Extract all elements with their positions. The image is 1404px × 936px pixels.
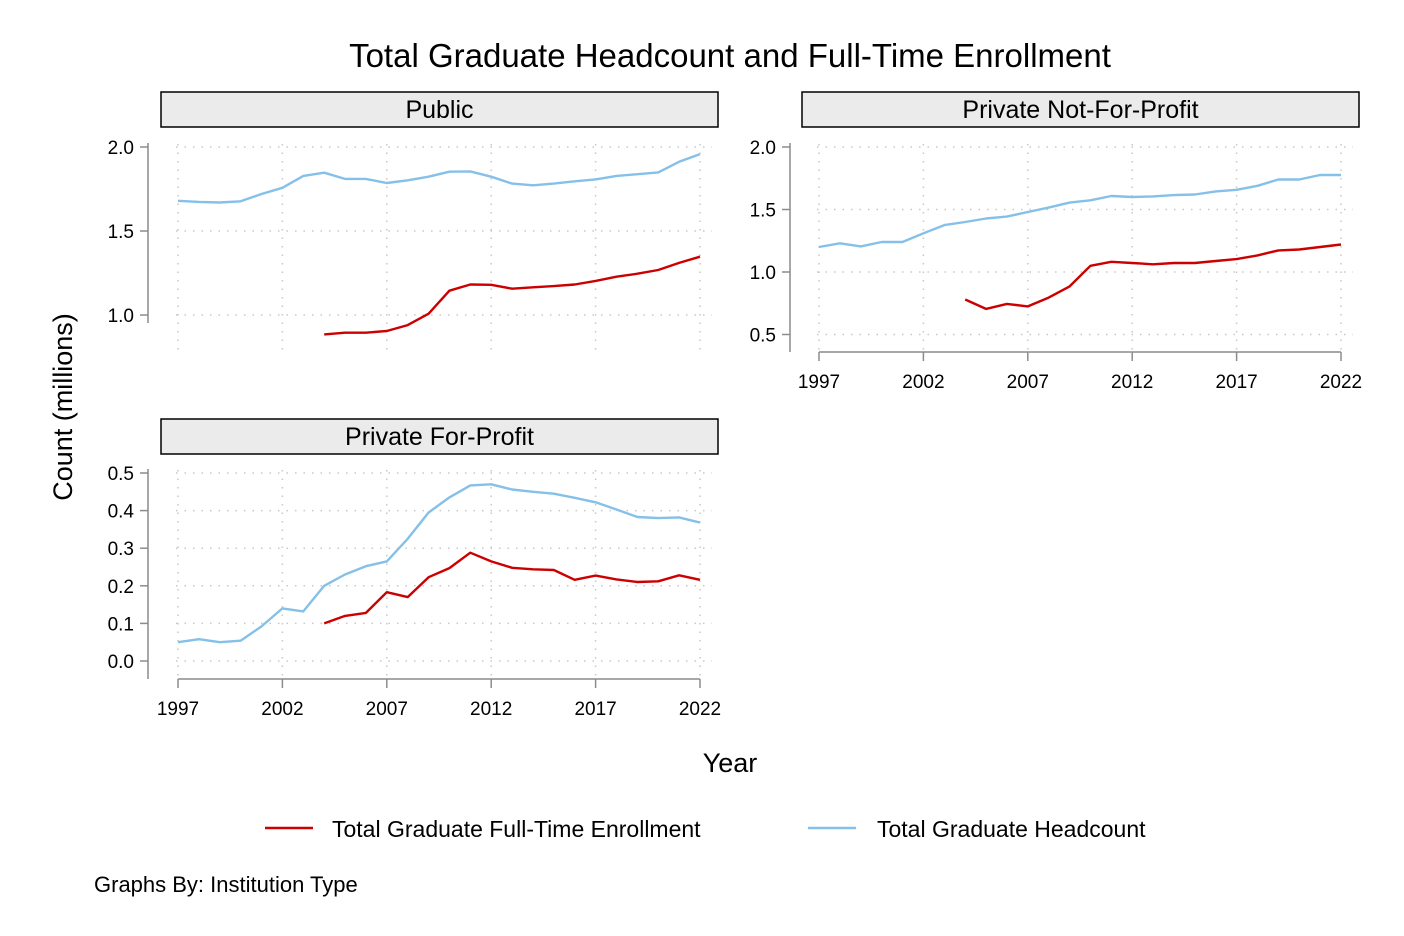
headcount-line: [818, 173, 1341, 249]
headcount-line: [177, 152, 701, 204]
full-time-line: [964, 243, 1342, 311]
y-tick-label: 0.5: [108, 464, 134, 485]
legend-label-full-time: Total Graduate Full-Time Enrollment: [332, 816, 701, 842]
y-tick-label: 1.0: [108, 306, 134, 327]
panel-title: Public: [405, 96, 473, 124]
x-tick-label: 2012: [470, 699, 512, 720]
y-tick-label: 0.2: [108, 577, 134, 598]
y-tick-label: 0.4: [108, 502, 135, 523]
x-tick-label: 2007: [366, 699, 408, 720]
y-tick-label: 1.5: [750, 201, 776, 222]
y-tick-label: 1.5: [108, 222, 134, 243]
y-axis-label: Count (millions): [48, 313, 78, 501]
y-tick-label: 1.0: [750, 263, 776, 284]
panel-title: Private For-Profit: [345, 423, 534, 451]
x-tick-label: 2012: [1111, 372, 1153, 393]
legend-label-headcount: Total Graduate Headcount: [877, 816, 1146, 842]
panel-1: Public 1.0 1.5 2.0: [108, 91, 719, 352]
x-axis-label: Year: [703, 748, 758, 778]
legend: Total Graduate Full-Time Enrollment Tota…: [265, 816, 1146, 842]
graphs-by-note: Graphs By: Institution Type: [94, 872, 358, 897]
y-tick-label: 2.0: [750, 138, 776, 159]
y-tick-label: 0.0: [108, 652, 134, 673]
panel-strip: [160, 418, 719, 455]
x-tick-label: 1997: [157, 699, 199, 720]
y-tick-label: 0.3: [108, 539, 134, 560]
x-tick-label: 2022: [679, 699, 721, 720]
panels: Public 1.0 1.5 2.0 Private Not-For-Profit 0.5…: [108, 91, 1362, 720]
panel-3: Private For-Profit 0.0 0.1 0.2 0.3 0.4 0.5 1997…: [108, 418, 721, 720]
y-tick-label: 0.1: [108, 614, 134, 635]
panel-strip: [801, 91, 1360, 128]
x-tick-label: 2002: [261, 699, 303, 720]
panel-title: Private Not-For-Profit: [962, 96, 1198, 124]
x-tick-label: 1997: [798, 372, 840, 393]
x-tick-label: 2002: [902, 372, 944, 393]
headcount-line: [177, 483, 701, 644]
y-tick-label: 0.5: [750, 326, 776, 347]
panel-strip: [160, 91, 719, 128]
full-time-line: [323, 551, 701, 625]
x-tick-label: 2017: [1215, 372, 1257, 393]
panel-2: Private Not-For-Profit 0.5 1.0 1.5 2.0 1997 20…: [750, 91, 1362, 393]
y-tick-label: 2.0: [108, 138, 134, 159]
x-tick-label: 2007: [1007, 372, 1049, 393]
chart-title: Total Graduate Headcount and Full-Time E…: [349, 37, 1111, 74]
x-tick-label: 2022: [1320, 372, 1362, 393]
x-tick-label: 2017: [574, 699, 616, 720]
full-time-line: [324, 255, 701, 336]
